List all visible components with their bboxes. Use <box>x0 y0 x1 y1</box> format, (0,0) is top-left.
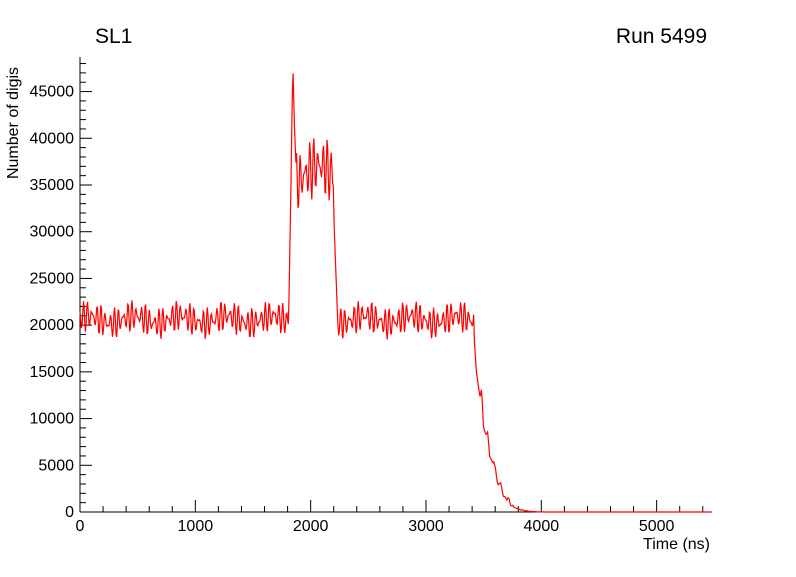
y-tick-label: 35000 <box>30 177 75 194</box>
y-tick-label: 25000 <box>30 270 75 287</box>
y-tick-label: 40000 <box>30 130 75 147</box>
tick-labels: 0 1000 2000 3000 4000 5000 0 5000 10000 15000 2000… <box>30 84 675 535</box>
y-tick-label: 15000 <box>30 364 75 381</box>
tick-marks <box>79 63 704 513</box>
x-tick-label: 1000 <box>178 518 214 535</box>
y-tick-label: 10000 <box>30 411 75 428</box>
y-tick-label: 0 <box>65 504 74 521</box>
y-tick-label: 20000 <box>30 317 75 334</box>
plot-title-left: SL1 <box>95 25 132 48</box>
y-tick-label: 30000 <box>30 224 75 241</box>
y-axis-title: Number of digis <box>5 67 22 179</box>
x-axis-title: Time (ns) <box>643 536 710 553</box>
x-tick-label: 0 <box>76 518 85 535</box>
plot-title-right: Run 5499 <box>616 25 707 48</box>
y-tick-label: 45000 <box>30 84 75 101</box>
x-tick-label: 4000 <box>524 518 560 535</box>
axes <box>79 57 712 513</box>
x-tick-label: 2000 <box>293 518 329 535</box>
x-tick-label: 3000 <box>408 518 444 535</box>
y-tick-label: 5000 <box>38 457 74 474</box>
series-line <box>79 73 712 513</box>
x-tick-label: 5000 <box>639 518 675 535</box>
